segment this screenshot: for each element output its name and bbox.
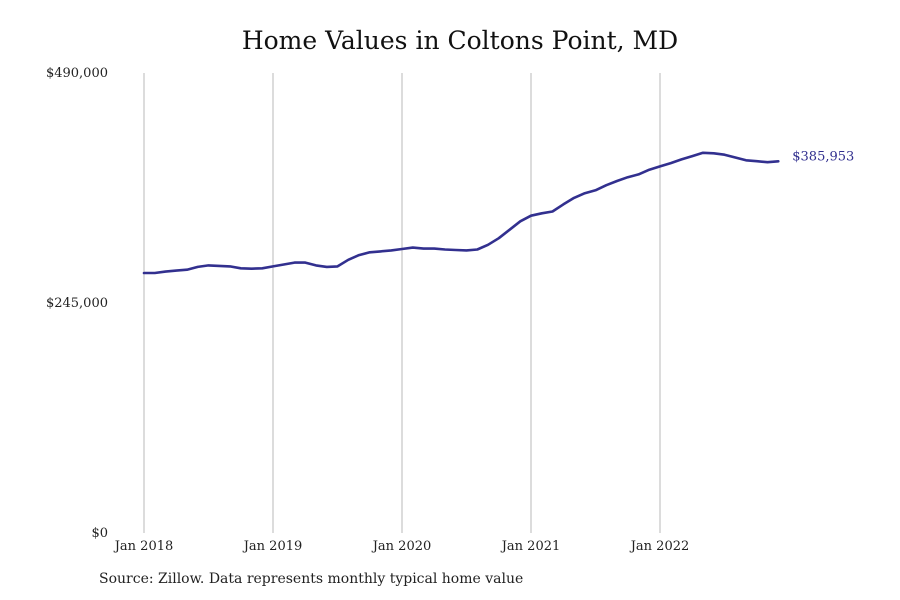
end-value-label-layer: $385,953	[792, 149, 854, 164]
y-tick-label: $245,000	[46, 296, 108, 311]
x-tick-label: Jan 2020	[371, 539, 432, 554]
end-value-label: $385,953	[792, 149, 854, 164]
series-layer	[142, 151, 780, 275]
y-axis-labels: $0 $245,000 $490,000	[46, 66, 108, 541]
source-note: Source: Zillow. Data represents monthly …	[99, 571, 524, 587]
y-tick-label: $0	[91, 526, 108, 541]
x-axis-labels: Jan 2018 Jan 2019 Jan 2020 Jan 2021 Jan 2022	[113, 539, 690, 554]
gridlines	[143, 73, 661, 533]
y-tick-label: $490,000	[46, 66, 108, 81]
series-line	[142, 151, 780, 275]
x-tick-label: Jan 2022	[629, 539, 690, 554]
x-tick-label: Jan 2019	[242, 539, 303, 554]
x-tick-label: Jan 2018	[113, 539, 174, 554]
chart-title: Home Values in Coltons Point, MD	[241, 26, 679, 55]
x-tick-label: Jan 2021	[500, 539, 561, 554]
